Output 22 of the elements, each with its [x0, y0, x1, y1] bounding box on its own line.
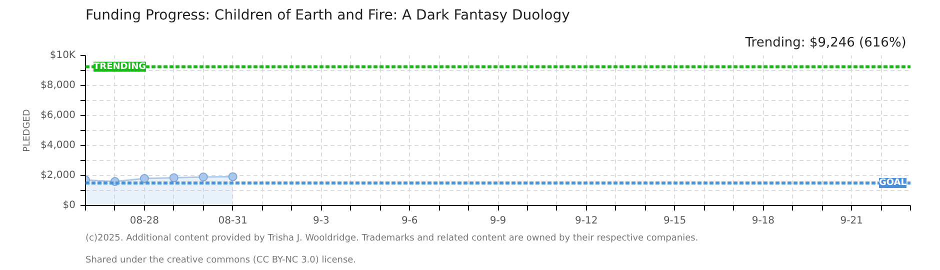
x-tick-label: 9-21 — [840, 216, 863, 226]
x-tick-label: 9-12 — [575, 216, 598, 226]
y-tick-label: $2,000 — [40, 170, 76, 181]
y-tick-label: $6,000 — [40, 110, 76, 121]
y-axis-title: PLEDGED — [22, 109, 33, 152]
ref-line-label: GOAL — [879, 178, 907, 188]
x-tick-label: 9-15 — [663, 216, 686, 226]
y-tick-label: $0 — [62, 200, 76, 211]
x-tick-label: 9-9 — [490, 216, 506, 226]
x-tick-label: 9-18 — [752, 216, 775, 226]
text: (c)2025. Additional content provided by Trisha J. Wooldridge. Trademarks and related content are owned by their respective companies. — [86, 234, 698, 244]
x-tick-label: 9-3 — [313, 216, 330, 226]
x-tick-label: 08-31 — [218, 216, 248, 226]
y-tick-label: $10K — [50, 50, 76, 61]
x-tick-label: 9-6 — [401, 216, 418, 226]
y-tick-label: $4,000 — [40, 140, 76, 151]
y-tick-label: $8,000 — [40, 80, 76, 91]
chart-subtitle: Trending: $9,246 (616%) — [744, 36, 906, 50]
chart-title: Funding Progress: Children of Earth and Fire: A Dark Fantasy Duology — [86, 8, 570, 24]
ref-line-label: TRENDING — [94, 62, 146, 72]
x-tick-label: 08-28 — [130, 216, 159, 226]
text: Shared under the creative commons (CC BY-NC 3.0) license. — [86, 256, 356, 266]
